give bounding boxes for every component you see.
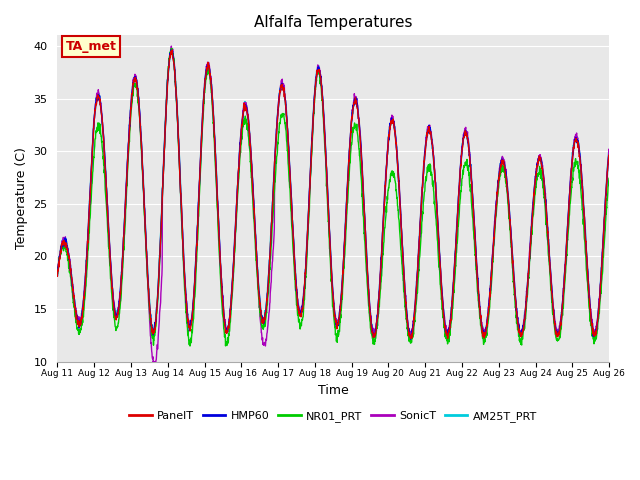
Y-axis label: Temperature (C): Temperature (C)	[15, 147, 28, 250]
Legend: PanelT, HMP60, NR01_PRT, SonicT, AM25T_PRT: PanelT, HMP60, NR01_PRT, SonicT, AM25T_P…	[125, 407, 541, 426]
X-axis label: Time: Time	[318, 384, 349, 397]
Title: Alfalfa Temperatures: Alfalfa Temperatures	[254, 15, 413, 30]
Text: TA_met: TA_met	[66, 40, 116, 53]
